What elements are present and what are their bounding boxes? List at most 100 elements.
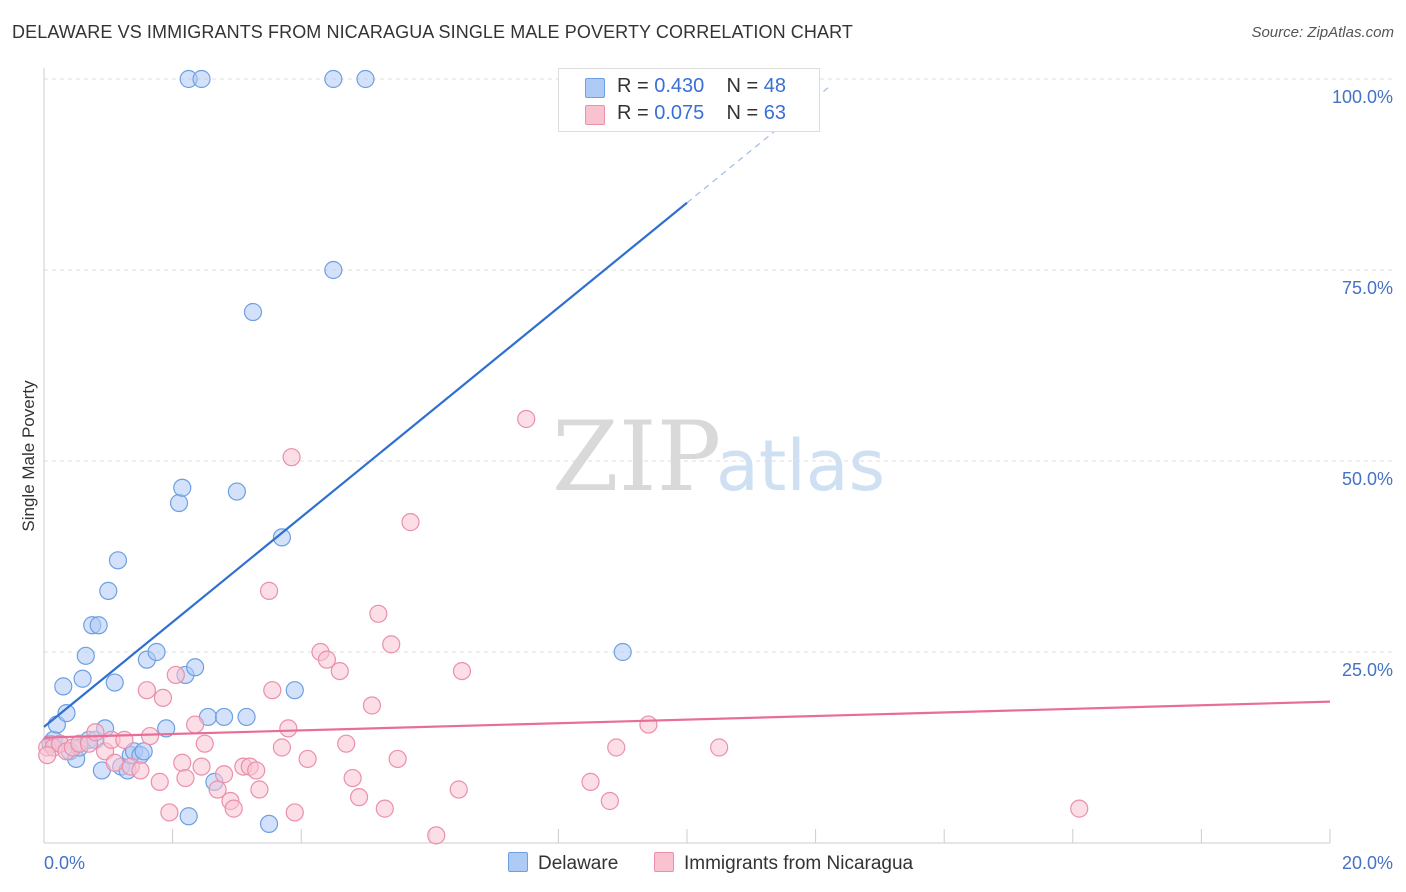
data-point (282, 448, 301, 467)
data-point (173, 753, 192, 772)
legend-n-label: N = (726, 75, 764, 97)
bottom-legend-swatch-nicaragua (654, 852, 674, 872)
bottom-legend-label-delaware: Delaware (538, 853, 619, 874)
data-point (243, 302, 263, 322)
data-point (137, 681, 156, 700)
data-point (427, 826, 446, 845)
data-point (38, 746, 57, 765)
data-point (449, 780, 468, 799)
data-point (639, 715, 658, 734)
data-point (362, 696, 382, 715)
data-point (186, 715, 205, 734)
data-point (169, 493, 189, 513)
data-point (108, 551, 128, 570)
trend-line-nicaragua (43, 700, 1331, 739)
data-point (186, 658, 205, 677)
legend-r-label: R = (617, 75, 655, 97)
data-point (259, 581, 279, 600)
data-point (89, 616, 108, 635)
data-point (517, 409, 536, 429)
y-tick-label: 100.0% (1332, 87, 1393, 107)
watermark-zip: ZIP (552, 401, 721, 513)
y-tick-label: 75.0% (1342, 278, 1393, 298)
data-point (317, 650, 337, 669)
x-tick-label: 20.0% (1342, 853, 1393, 873)
watermark-atlas: atlas (716, 425, 885, 507)
watermark: ZIP atlas (552, 401, 885, 513)
data-point (337, 734, 356, 753)
y-tick-label: 50.0% (1342, 469, 1393, 489)
data-point (279, 719, 298, 738)
data-point (86, 723, 105, 742)
data-point (710, 738, 729, 757)
data-point (214, 707, 234, 727)
legend-r-label: R = (617, 102, 655, 124)
y-axis-title: Single Male Poverty (19, 380, 38, 532)
legend: R = 0.430 N = 48 R = 0.075 N = 63 (558, 68, 820, 132)
y-tick-label: 25.0% (1342, 660, 1393, 680)
bottom-legend-label-nicaragua: Immigrants from Nicaragua (684, 853, 914, 874)
legend-n-value: 63 (763, 102, 787, 124)
data-point (166, 665, 185, 685)
data-point (54, 677, 73, 696)
data-point (401, 513, 420, 532)
data-point (343, 768, 362, 788)
legend-text-nicaragua: R = 0.075 N = 63 (617, 102, 786, 125)
data-point (160, 803, 179, 822)
data-point (224, 799, 243, 818)
legend-swatch-nicaragua (585, 105, 605, 125)
data-point (227, 482, 246, 501)
data-point (285, 803, 304, 822)
data-point (73, 669, 92, 688)
data-point (105, 673, 124, 692)
bottom-legend-delaware: Delaware (508, 852, 618, 875)
data-point (324, 69, 343, 89)
data-point (324, 260, 343, 280)
data-point (76, 646, 95, 665)
data-point (150, 772, 169, 791)
data-point (581, 772, 600, 791)
data-point (388, 749, 407, 769)
data-point (195, 734, 214, 753)
data-point (105, 753, 124, 772)
data-point (140, 726, 160, 746)
bottom-legend-nicaragua: Immigrants from Nicaragua (654, 852, 913, 875)
delaware-points (41, 69, 632, 834)
bottom-legend-swatch-delaware (508, 852, 528, 872)
data-point (272, 528, 292, 547)
data-point (208, 780, 227, 799)
data-point (192, 757, 211, 776)
data-point (1070, 799, 1089, 818)
data-point (214, 765, 234, 784)
x-tick-label: 0.0% (44, 853, 85, 873)
data-point (285, 681, 304, 700)
data-point (375, 799, 394, 818)
trend-line-delaware (43, 201, 688, 728)
data-point (600, 791, 619, 811)
data-point (192, 69, 211, 89)
data-point (263, 681, 282, 700)
data-point (179, 807, 198, 826)
data-point (607, 738, 626, 757)
data-point (57, 704, 76, 723)
grid-lines (44, 78, 1392, 653)
data-point (613, 642, 632, 662)
data-point (298, 749, 317, 769)
data-point (272, 738, 292, 757)
data-point (349, 788, 369, 807)
data-point (237, 707, 256, 727)
legend-swatch-delaware (585, 78, 605, 98)
legend-n-label: N = (726, 102, 764, 124)
legend-r-value: 0.430 (654, 75, 705, 97)
chart-title: DELAWARE VS IMMIGRANTS FROM NICARAGUA SI… (12, 22, 853, 42)
tick-labels: 25.0% 50.0% 75.0% 100.0% 0.0% 20.0% (44, 87, 1393, 873)
trend-line-delaware-extension (686, 86, 829, 204)
data-point (356, 69, 375, 89)
data-point (330, 661, 349, 681)
legend-text-delaware: R = 0.430 N = 48 (617, 75, 786, 98)
data-point (250, 780, 269, 799)
data-point (369, 604, 388, 623)
source-label: Source: ZipAtlas.com (1251, 24, 1394, 41)
data-point (173, 478, 192, 497)
trend-lines (43, 86, 1331, 739)
